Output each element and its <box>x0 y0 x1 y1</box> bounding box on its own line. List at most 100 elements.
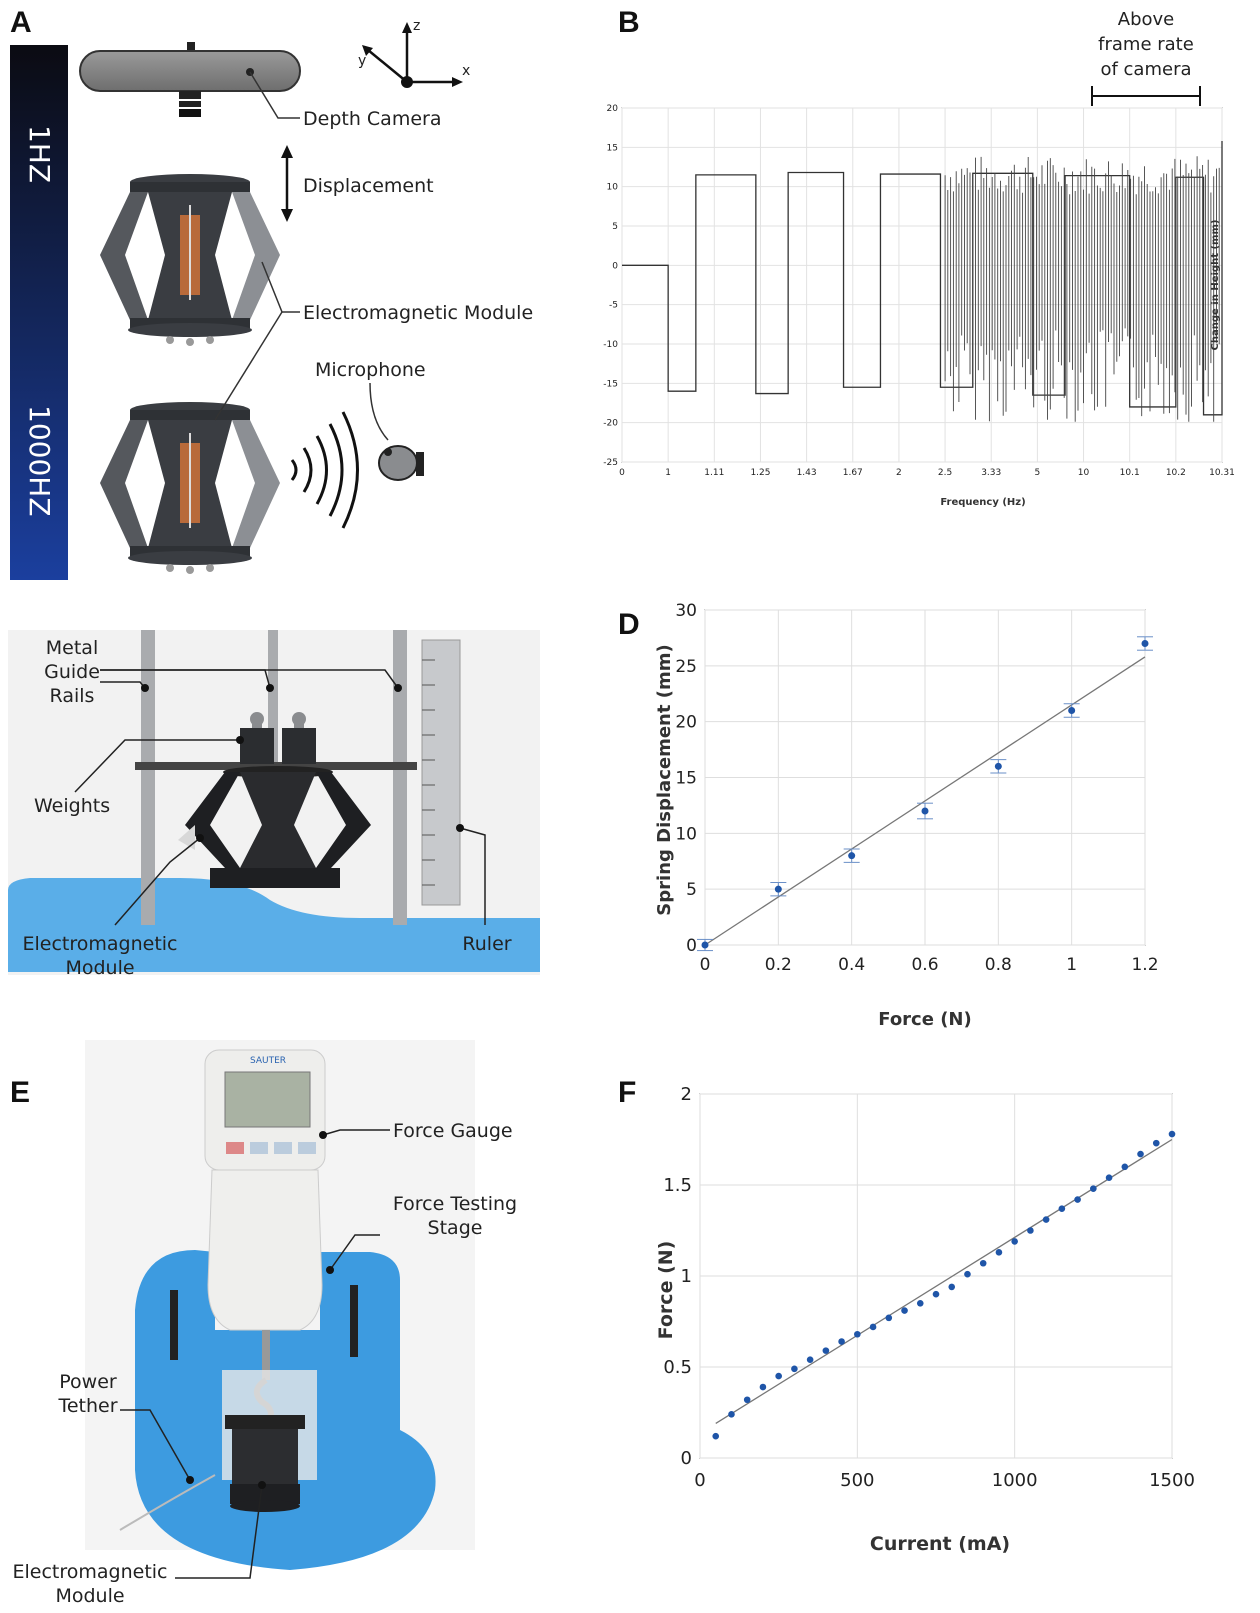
chart-f-point <box>1027 1227 1034 1234</box>
chart-f-xlabel: Current (mA) <box>870 1533 1010 1555</box>
frequency-gradient-bar <box>10 45 68 580</box>
panel-letter-b: B <box>618 6 640 39</box>
bracket-note-line-2: frame rate <box>1098 34 1194 55</box>
chart-d-xtick-label: 0.8 <box>985 955 1012 975</box>
chart-b-xtick-label: 1.67 <box>843 468 863 478</box>
chart-f-point <box>885 1314 893 1322</box>
chart-f-point <box>901 1307 908 1314</box>
chart-b-oscillation-lines <box>944 156 1220 422</box>
chart-d-xtick-label: 1 <box>1066 955 1077 975</box>
chart-b-xtick-label: 2.5 <box>938 468 952 478</box>
depth-camera-illustration <box>79 42 301 117</box>
chart-d-ytick-label: 20 <box>675 713 697 733</box>
chart-d-xtick-label: 0 <box>700 955 711 975</box>
chart-f-point <box>1152 1139 1160 1147</box>
chart-b-xtick-label: 10.2 <box>1166 468 1186 478</box>
panel-letter-f: F <box>618 1076 637 1109</box>
guide-rail-left <box>141 630 155 925</box>
bracket-note-line-3: of camera <box>1100 59 1191 80</box>
frame-rate-bracket <box>1091 86 1201 106</box>
chart-b-ytick-label: 0 <box>612 261 618 271</box>
chart-f-point <box>728 1411 735 1418</box>
module-illustration-c <box>178 766 371 888</box>
chart-f-ytick-label: 1 <box>681 1266 692 1287</box>
chart-f-point <box>1105 1174 1113 1182</box>
chart-b-ytick-label: -10 <box>603 340 618 350</box>
power-tether-cable <box>119 1474 216 1531</box>
label-module-e-2: Module <box>55 1585 124 1607</box>
chart-b-ytick-label: -5 <box>609 301 618 311</box>
chart-f-point <box>964 1270 971 1278</box>
axes-gizmo <box>362 22 463 88</box>
chart-f-point <box>743 1396 751 1404</box>
chart-f-xtick-label: 0 <box>694 1470 705 1491</box>
chart-b-frame <box>621 107 1223 463</box>
displacement-arrow <box>281 145 293 222</box>
panel-letter-a: A <box>10 6 32 39</box>
chart-b-xtick-label: 10 <box>1078 468 1090 478</box>
chart-f-ytick-label: 2 <box>681 1084 692 1105</box>
chart-f-xtick-label: 1000 <box>992 1470 1038 1491</box>
ruler-ticks <box>422 659 435 886</box>
label-rails-2: Guide <box>44 661 100 683</box>
label-ruler: Ruler <box>462 933 511 955</box>
guide-rail-center <box>268 630 278 770</box>
panel-a-illustration: 1HZ 1000HZ Depth Camera z x y Displaceme… <box>10 18 533 580</box>
chart-d-ytick-label: 0 <box>686 936 697 956</box>
chart-f-point <box>948 1283 956 1291</box>
leader-module-bottom <box>214 311 283 421</box>
chart-f-ytick-label: 0 <box>681 1448 692 1469</box>
guide-rail-right <box>393 630 407 925</box>
label-displacement: Displacement <box>303 175 434 197</box>
chart-f-point <box>1058 1205 1066 1212</box>
chart-b-xtick-label: 2 <box>896 468 902 478</box>
label-weights: Weights <box>34 795 110 817</box>
chart-f-point <box>1168 1130 1176 1138</box>
chart-f-xtick-label: 500 <box>840 1470 874 1491</box>
chart-f-point <box>854 1330 861 1338</box>
chart-f-point <box>791 1365 798 1373</box>
chart-d-point <box>774 885 782 893</box>
panel-letter-d: D <box>618 608 640 641</box>
chart-b-xtick-label: 10.1 <box>1120 468 1140 478</box>
chart-b-ytick-label: 15 <box>607 143 618 153</box>
chart-f-point <box>1011 1238 1018 1245</box>
chart-b-ytick-label: -15 <box>603 379 618 389</box>
chart-f-ytick-label: 0.5 <box>663 1357 692 1378</box>
panel-letter-e: E <box>10 1076 31 1109</box>
label-module-c-1: Electromagnetic <box>22 933 177 955</box>
label-depth-camera: Depth Camera <box>303 108 441 130</box>
chart-b-ylabel: Change in Height (mm) <box>1210 220 1221 351</box>
chart-b-xtick-label: 1 <box>665 468 671 478</box>
axis-x-label: x <box>462 63 470 79</box>
chart-b-xtick-label: 1.43 <box>797 468 817 478</box>
bracket-note-line-1: Above <box>1118 9 1174 30</box>
label-stage-1: Force Testing <box>393 1193 517 1215</box>
chart-d-ytick-label: 15 <box>675 769 697 789</box>
axis-z-label: z <box>413 18 420 34</box>
chart-d-point <box>1141 640 1149 647</box>
chart-b-ytick-label: 5 <box>612 222 618 232</box>
bar-label-1000hz: 1000HZ <box>23 405 56 517</box>
chart-f-point <box>1121 1163 1129 1171</box>
chart-b-ytick-label: -20 <box>603 419 618 429</box>
chart-f-point <box>838 1338 845 1345</box>
bar-label-1hz: 1HZ <box>23 125 56 183</box>
panel-c-photo: Metal Guide Rails Weights Electromagneti… <box>0 600 560 1010</box>
module-illustration-e <box>225 1415 305 1512</box>
chart-d-xtick-label: 0.6 <box>911 955 938 975</box>
chart-b-xtick-label: 3.33 <box>981 468 1001 478</box>
chart-f-point <box>806 1356 814 1364</box>
chart-d-xtick-label: 1.2 <box>1131 955 1158 975</box>
leader-depth-camera <box>249 71 300 119</box>
chart-b-xtick-label: 1.11 <box>704 468 724 478</box>
chart-f-point <box>759 1383 767 1391</box>
chart-d-point <box>1068 707 1076 714</box>
chart-f-point <box>775 1372 782 1380</box>
chart-b-xtick-label: 1.25 <box>750 468 770 478</box>
label-module-c-2: Module <box>65 957 134 979</box>
label-microphone: Microphone <box>315 359 426 381</box>
chart-b-xtick-label: 0 <box>619 468 625 478</box>
chart-f-ylabel: Force (N) <box>655 1241 677 1340</box>
chart-d-xlabel: Force (N) <box>878 1009 971 1030</box>
